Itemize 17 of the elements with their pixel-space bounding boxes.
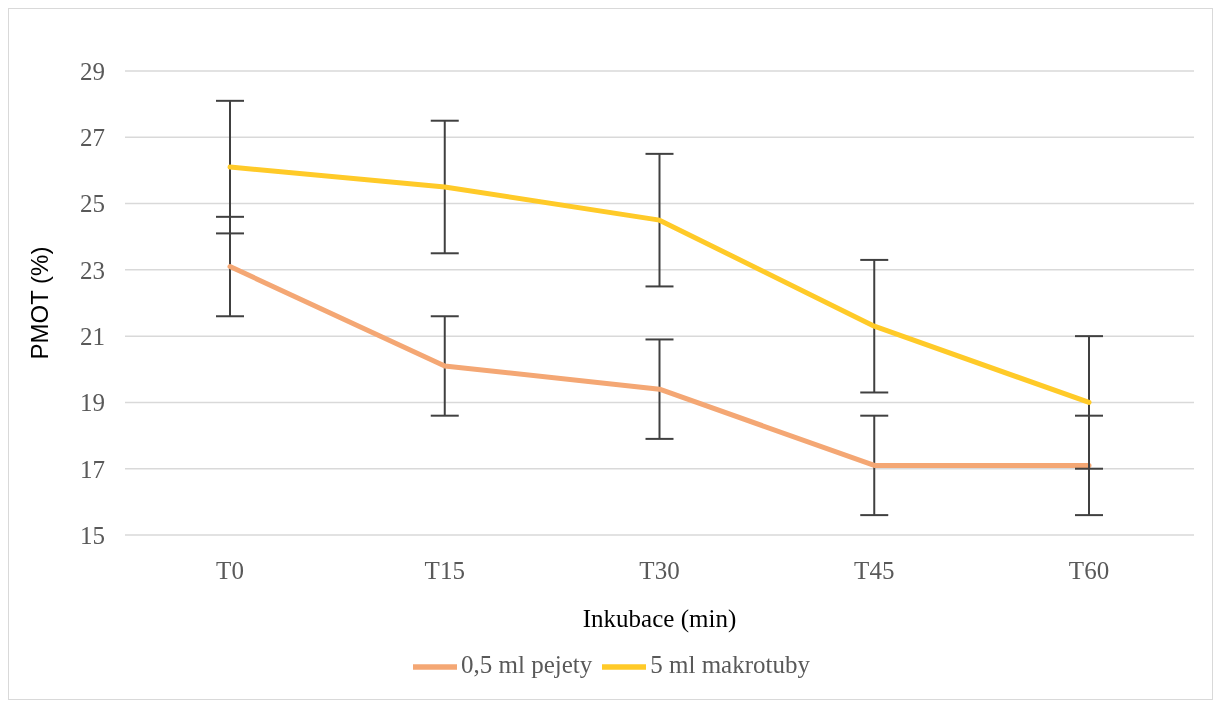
y-tick-label: 15 (80, 521, 105, 549)
x-tick-label: T15 (424, 556, 465, 584)
y-tick-label: 23 (80, 256, 105, 284)
legend-label: 0,5 ml pejety (461, 650, 593, 678)
y-tick-label: 27 (80, 124, 105, 152)
legend-label: 5 ml makrotuby (650, 650, 810, 678)
x-tick-label: T60 (1068, 556, 1110, 584)
x-axis-title: Inkubace (min) (582, 605, 737, 633)
y-tick-label: 25 (80, 190, 105, 218)
y-tick-label: 17 (80, 455, 105, 483)
y-tick-label: 29 (80, 57, 105, 85)
y-axis-title: PMOT (%) (25, 246, 53, 360)
x-tick-label: T0 (216, 556, 244, 584)
y-tick-label: 21 (80, 323, 105, 351)
x-tick-label: T45 (854, 556, 895, 584)
x-tick-label: T30 (639, 556, 680, 584)
y-tick-label: 19 (80, 389, 105, 417)
